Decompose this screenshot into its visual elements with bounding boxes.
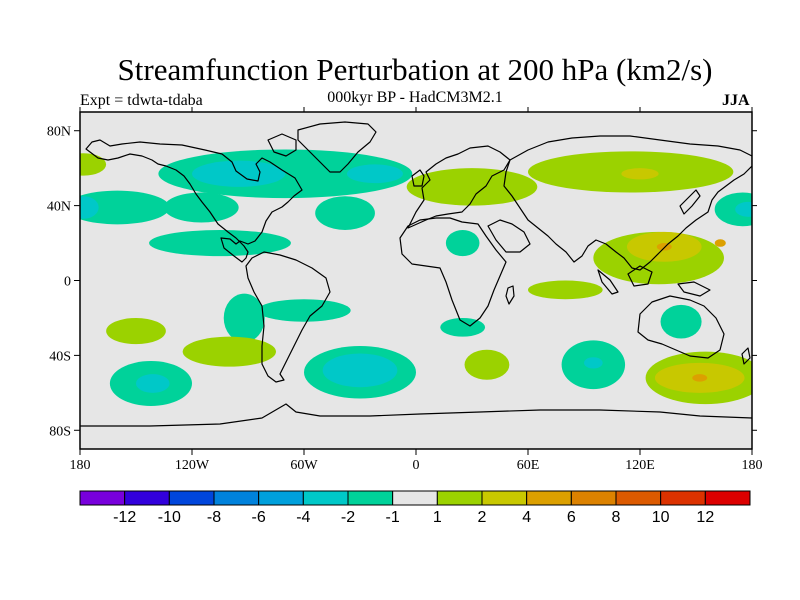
colorbar-tick-label: -1 bbox=[386, 509, 400, 526]
coast-new-guinea bbox=[677, 281, 711, 297]
anomaly-s-indian bbox=[464, 349, 510, 380]
x-tick-label: 0 bbox=[413, 458, 420, 473]
anomaly-n-pacific-west-tip bbox=[80, 196, 99, 219]
colorbar-tick-label: 1 bbox=[433, 509, 442, 526]
colorbar-tick-label: -2 bbox=[341, 509, 355, 526]
anomaly-asia-pacific-core bbox=[656, 243, 672, 251]
anomaly-s-pacific-north bbox=[106, 317, 166, 345]
colorbar-tick-label: 2 bbox=[478, 509, 487, 526]
coast-greenland bbox=[297, 121, 377, 173]
x-tick-label: 60E bbox=[517, 458, 540, 473]
anomaly-s-indian-east-core bbox=[584, 357, 603, 369]
anomaly-southern-ocean-core bbox=[692, 374, 708, 382]
anomaly-central-n-atlantic bbox=[315, 196, 375, 230]
coast-australia bbox=[637, 295, 725, 359]
anomaly-s-atlantic-core bbox=[322, 353, 398, 388]
anomaly-east-pacific-tongue bbox=[223, 293, 265, 343]
colorbar-swatch bbox=[213, 490, 260, 506]
anomaly-nw-pacific-rim bbox=[714, 192, 752, 227]
anomaly-s-africa bbox=[440, 317, 486, 337]
colorbar-swatch bbox=[615, 490, 662, 506]
coast-north-america bbox=[85, 139, 303, 263]
y-tick-label: 40S bbox=[49, 349, 71, 364]
plot-title: Streamfunction Perturbation at 200 hPa (… bbox=[117, 52, 713, 87]
colorbar-swatch bbox=[168, 490, 215, 506]
season-label: JJA bbox=[722, 92, 750, 109]
anomaly-nw-pacific-core bbox=[735, 201, 752, 217]
anomaly-indian-ocean bbox=[528, 280, 603, 300]
anomaly-greenland-core bbox=[346, 164, 403, 184]
anomaly-w-pacific-warm bbox=[714, 239, 726, 247]
colorbar-swatch bbox=[124, 490, 170, 506]
colorbar-swatch bbox=[302, 490, 349, 506]
coast-sumatra bbox=[597, 269, 619, 295]
y-tick-label: 80N bbox=[47, 125, 71, 140]
y-tick-label: 40N bbox=[47, 200, 71, 215]
coast-south-america bbox=[245, 251, 331, 383]
colorbar-tick-label: 10 bbox=[652, 509, 670, 526]
colorbar-swatch bbox=[347, 490, 394, 506]
experiment-label: Expt = tdwta-tdaba bbox=[80, 92, 203, 109]
coast-europe bbox=[407, 145, 511, 229]
coast-new-zealand bbox=[741, 347, 751, 365]
coast-baffin bbox=[267, 133, 297, 157]
colorbar-tick-label: -6 bbox=[252, 509, 266, 526]
colorbar-swatch bbox=[570, 490, 617, 506]
colorbar-tick-label: 4 bbox=[522, 509, 531, 526]
colorbar-swatch bbox=[258, 490, 304, 506]
axes-layer: 180 120W 60W 0 60E 120E 180 80N 40N 0 40S 80S bbox=[47, 107, 763, 473]
anomaly-s-pacific-east bbox=[182, 336, 276, 367]
anomaly-australia bbox=[660, 304, 702, 339]
colorbar-swatch bbox=[481, 490, 528, 506]
coastline-layer bbox=[80, 121, 752, 427]
anomaly-se-pacific-core bbox=[136, 374, 170, 393]
anomaly-layer bbox=[80, 149, 752, 406]
coast-arabia bbox=[487, 219, 531, 253]
anomaly-sahara bbox=[445, 229, 480, 257]
coast-africa bbox=[399, 217, 507, 327]
anomaly-siberia-core bbox=[621, 168, 659, 180]
anomaly-ne-pacific bbox=[164, 192, 239, 223]
coast-asia bbox=[503, 135, 752, 271]
colorbar-tick-label: -10 bbox=[158, 509, 181, 526]
anomaly-canada-core bbox=[192, 160, 286, 187]
colorbar-swatch bbox=[436, 490, 483, 506]
coast-japan bbox=[679, 189, 701, 215]
colorbar-tick-label: 12 bbox=[696, 509, 714, 526]
colorbar-swatch bbox=[392, 490, 438, 506]
colorbar-swatch bbox=[704, 490, 751, 506]
colorbar-tick-label: -12 bbox=[113, 509, 136, 526]
anomaly-caribbean-band bbox=[149, 229, 291, 257]
coast-madagascar bbox=[505, 285, 515, 305]
y-tick-label: 0 bbox=[64, 275, 71, 290]
colorbar-swatch bbox=[526, 490, 572, 506]
colorbar: -12 -10 -8 -6 -4 -2 -1 1 2 4 6 8 10 12 bbox=[79, 490, 751, 526]
colorbar-tick-label: -8 bbox=[207, 509, 221, 526]
period-model-label: 000kyr BP - HadCM3M2.1 bbox=[327, 89, 503, 106]
colorbar-swatch bbox=[660, 490, 706, 506]
anomaly-n-pacific-east-lobe bbox=[80, 190, 170, 225]
x-tick-label: 180 bbox=[742, 458, 763, 473]
coast-antarctica bbox=[80, 403, 752, 427]
colorbar-tick-label: 6 bbox=[567, 509, 576, 526]
coast-borneo bbox=[627, 265, 653, 287]
y-tick-label: 80S bbox=[49, 424, 71, 439]
colorbar-tick-label: -4 bbox=[296, 509, 310, 526]
x-tick-label: 180 bbox=[70, 458, 91, 473]
colorbar-tick-label: 8 bbox=[612, 509, 621, 526]
x-tick-label: 120E bbox=[625, 458, 655, 473]
x-tick-label: 60W bbox=[290, 458, 318, 473]
x-tick-label: 120W bbox=[175, 458, 210, 473]
coast-british-isles bbox=[411, 169, 425, 187]
anomaly-s-atlantic-band bbox=[257, 299, 351, 322]
anomaly-arctic-pacific bbox=[80, 153, 107, 176]
colorbar-swatch bbox=[79, 490, 126, 506]
